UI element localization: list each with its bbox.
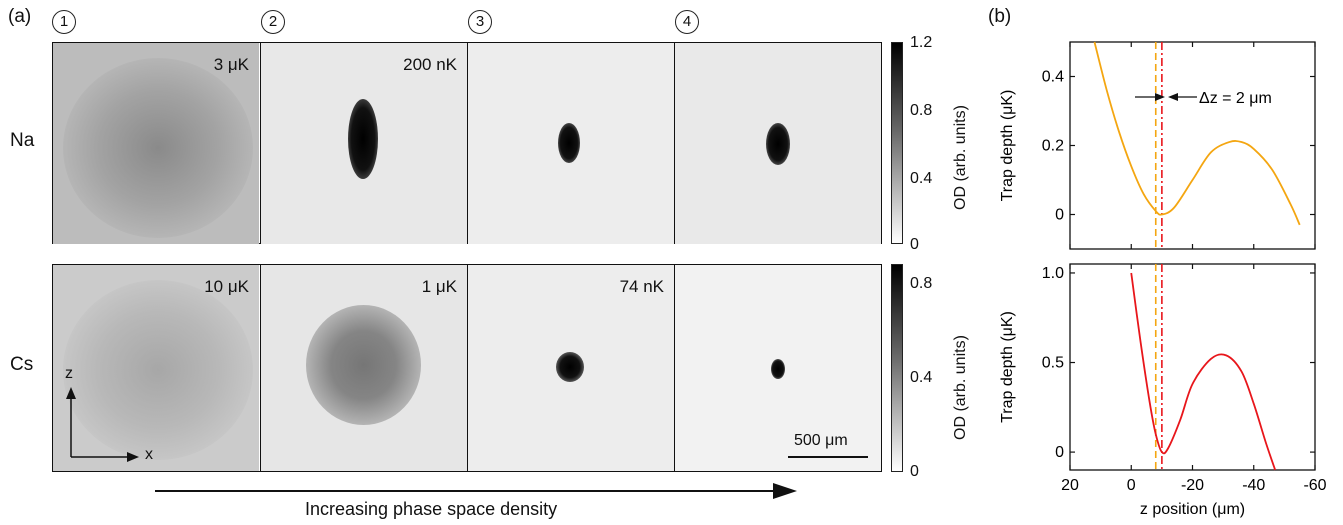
step-2-marker: 2 [261, 10, 285, 34]
cs-image-row [52, 264, 882, 472]
ytick-label-cs: 0 [1055, 444, 1064, 461]
na-cb-label: OD (arb. units) [952, 105, 969, 210]
delta-z-label: Δz = 2 μm [1199, 90, 1272, 107]
cs-cb-label: OD (arb. units) [952, 335, 969, 440]
xtick-label: 0 [1127, 477, 1136, 494]
cs-cb-tick-1: 0.8 [910, 275, 933, 292]
phase-space-arrow [155, 483, 797, 499]
axes-indicator [66, 387, 139, 462]
na-temp-2: 200 nK [403, 55, 457, 74]
xtick-label: -40 [1242, 477, 1265, 494]
ytick-label-na: 0.4 [1042, 69, 1064, 86]
cs-image-1: 10 μK z x [53, 265, 259, 471]
scale-bar-label: 500 μm [794, 432, 848, 449]
xtick-label: -60 [1303, 477, 1326, 494]
xtick-label: -20 [1181, 477, 1204, 494]
na-image-2: 200 nK [261, 43, 467, 244]
na-image-3 [468, 43, 674, 244]
cs-image-2: 1 μK [261, 265, 467, 471]
na-cb-tick-1: 1.2 [910, 34, 933, 51]
cs-temp-3: 74 nK [619, 277, 664, 296]
ylabel-cs: Trap depth (μK) [999, 311, 1016, 423]
ylabel-na: Trap depth (μK) [999, 90, 1016, 202]
divider [674, 265, 676, 471]
axis-z-label: z [65, 365, 73, 382]
ytick-label-cs: 1.0 [1042, 265, 1064, 282]
na-trap-plot: 0.4 0.2 0 Trap depth (μK) [999, 41, 1316, 249]
na-image-4 [675, 43, 881, 244]
xlabel: z position (μm) [1140, 501, 1245, 518]
divider [260, 43, 262, 243]
na-cb-tick-3: 0.4 [910, 170, 933, 187]
na-temp-1: 3 μK [213, 55, 249, 74]
cs-trap-plot: 1.0 0.5 0 20 0 -20 -40 -60 Trap depth (μK) z posi… [999, 264, 1327, 518]
panel-b-label: (b) [988, 6, 1012, 27]
divider [467, 43, 469, 243]
axis-x-label: x [145, 446, 153, 463]
cs-temp-1: 10 μK [204, 277, 249, 296]
arrow-caption: Increasing phase space density [305, 499, 558, 519]
xtick-label: 20 [1061, 477, 1079, 494]
trap-depth-charts: 0.4 0.2 0 Trap depth (μK) 1.0 0.5 0 20 0 -20 -40 -… [999, 41, 1327, 518]
ytick-label-na: 0 [1055, 207, 1064, 224]
cs-colorbar [891, 264, 903, 472]
na-colorbar [891, 42, 903, 244]
divider [674, 43, 676, 243]
row-label-na: Na [10, 130, 35, 151]
na-cb-tick-4: 0 [910, 236, 919, 253]
step-1-marker: 1 [52, 10, 76, 34]
trap-curve-na [1093, 41, 1301, 226]
ytick-label-na: 0.2 [1042, 138, 1064, 155]
cs-image-3: 74 nK [468, 265, 674, 471]
cs-cb-tick-3: 0 [910, 463, 919, 480]
divider [467, 265, 469, 471]
ytick-label-cs: 0.5 [1042, 355, 1064, 372]
na-image-1: 3 μK [53, 43, 259, 244]
step-4-marker: 4 [675, 10, 699, 34]
divider [260, 265, 262, 471]
row-label-cs: Cs [10, 354, 34, 375]
na-cb-tick-2: 0.8 [910, 102, 933, 119]
scale-bar [788, 456, 868, 458]
cs-cb-tick-2: 0.4 [910, 369, 933, 386]
na-image-row [52, 42, 882, 244]
cs-image-4: 500 μm [675, 265, 881, 471]
na-plot-frame [1069, 41, 1316, 250]
trap-curve-cs [1130, 272, 1277, 471]
step-3-marker: 3 [468, 10, 492, 34]
panel-a-label: (a) [8, 6, 32, 27]
cs-temp-2: 1 μK [421, 277, 457, 296]
cs-plot-frame [1069, 263, 1316, 471]
